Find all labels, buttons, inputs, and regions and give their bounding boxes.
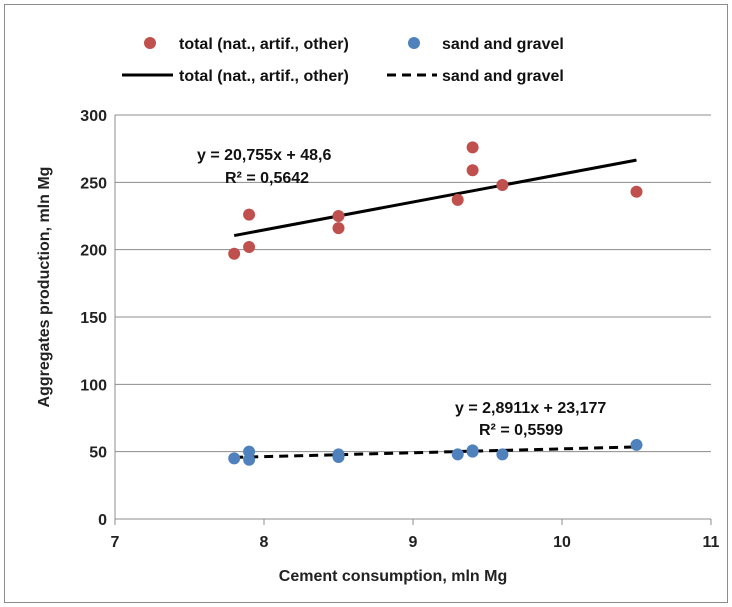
trend-r2-1: R² = 0,5599 [479,422,563,439]
y-tick-label: 150 [80,310,107,327]
legend-trend-label-total: total (nat., artif., other) [179,68,349,85]
y-tick-label: 50 [89,445,107,462]
x-tick-label: 8 [260,534,269,551]
labels: 0 50 100 150 200 250 300 7 8 9 10 11 Cement consumpt… [36,108,720,585]
data-point-sand-gravel [451,448,464,461]
trendline-1 [234,445,637,459]
data-point-sand-gravel [466,444,479,457]
legend-marker-sand-gravel [408,37,420,49]
axes [114,115,712,525]
data-point-sand-gravel [630,438,643,451]
x-tick-label: 11 [703,534,720,551]
trend-r2-0: R² = 0,5642 [225,170,309,187]
trend-equation-0: y = 20,755x + 48,6 [197,147,331,164]
y-axis-title: Aggregates production, mln Mg [36,167,53,408]
data-point-sand-gravel [228,452,241,465]
y-tick-label: 200 [80,243,107,260]
trend-equation-1: y = 2,8911x + 23,177 [455,400,606,417]
y-tick-label: 0 [98,512,107,529]
legend-label-sand-gravel: sand and gravel [442,36,564,53]
y-tick-label: 250 [80,175,107,192]
x-tick-label: 7 [111,534,120,551]
y-tick-label: 100 [80,377,107,394]
data-point-sand-gravel [243,445,256,458]
data-point-sand-gravel [496,448,509,461]
trendline-0 [233,158,637,238]
data-point-total [496,179,509,192]
data-point-total [332,222,345,235]
data-point-total [228,247,241,260]
legend-label-total: total (nat., artif., other) [179,36,349,53]
legend-marker-total [144,37,156,49]
data-point-sand-gravel [332,448,345,461]
legend: total (nat., artif., other) sand and grav… [122,36,564,85]
data-point-total [243,208,256,221]
data-point-total [466,164,479,177]
scatter-chart: total (nat., artif., other) sand and grav… [36,36,720,585]
x-axis-title: Cement consumption, mln Mg [279,568,507,585]
gridlines [115,114,711,453]
x-tick-label: 9 [409,534,418,551]
data-point-total [630,185,643,198]
data-point-total [243,240,256,253]
data-point-total [332,210,345,222]
data-points [228,141,643,466]
data-point-total [466,141,479,154]
x-tick-label: 10 [553,534,571,551]
chart-frame: total (nat., artif., other) sand and grav… [4,4,728,603]
legend-trend-label-sand-gravel: sand and gravel [442,68,564,85]
y-tick-label: 300 [80,108,107,125]
data-point-total [451,193,464,206]
trendlines [233,158,637,459]
